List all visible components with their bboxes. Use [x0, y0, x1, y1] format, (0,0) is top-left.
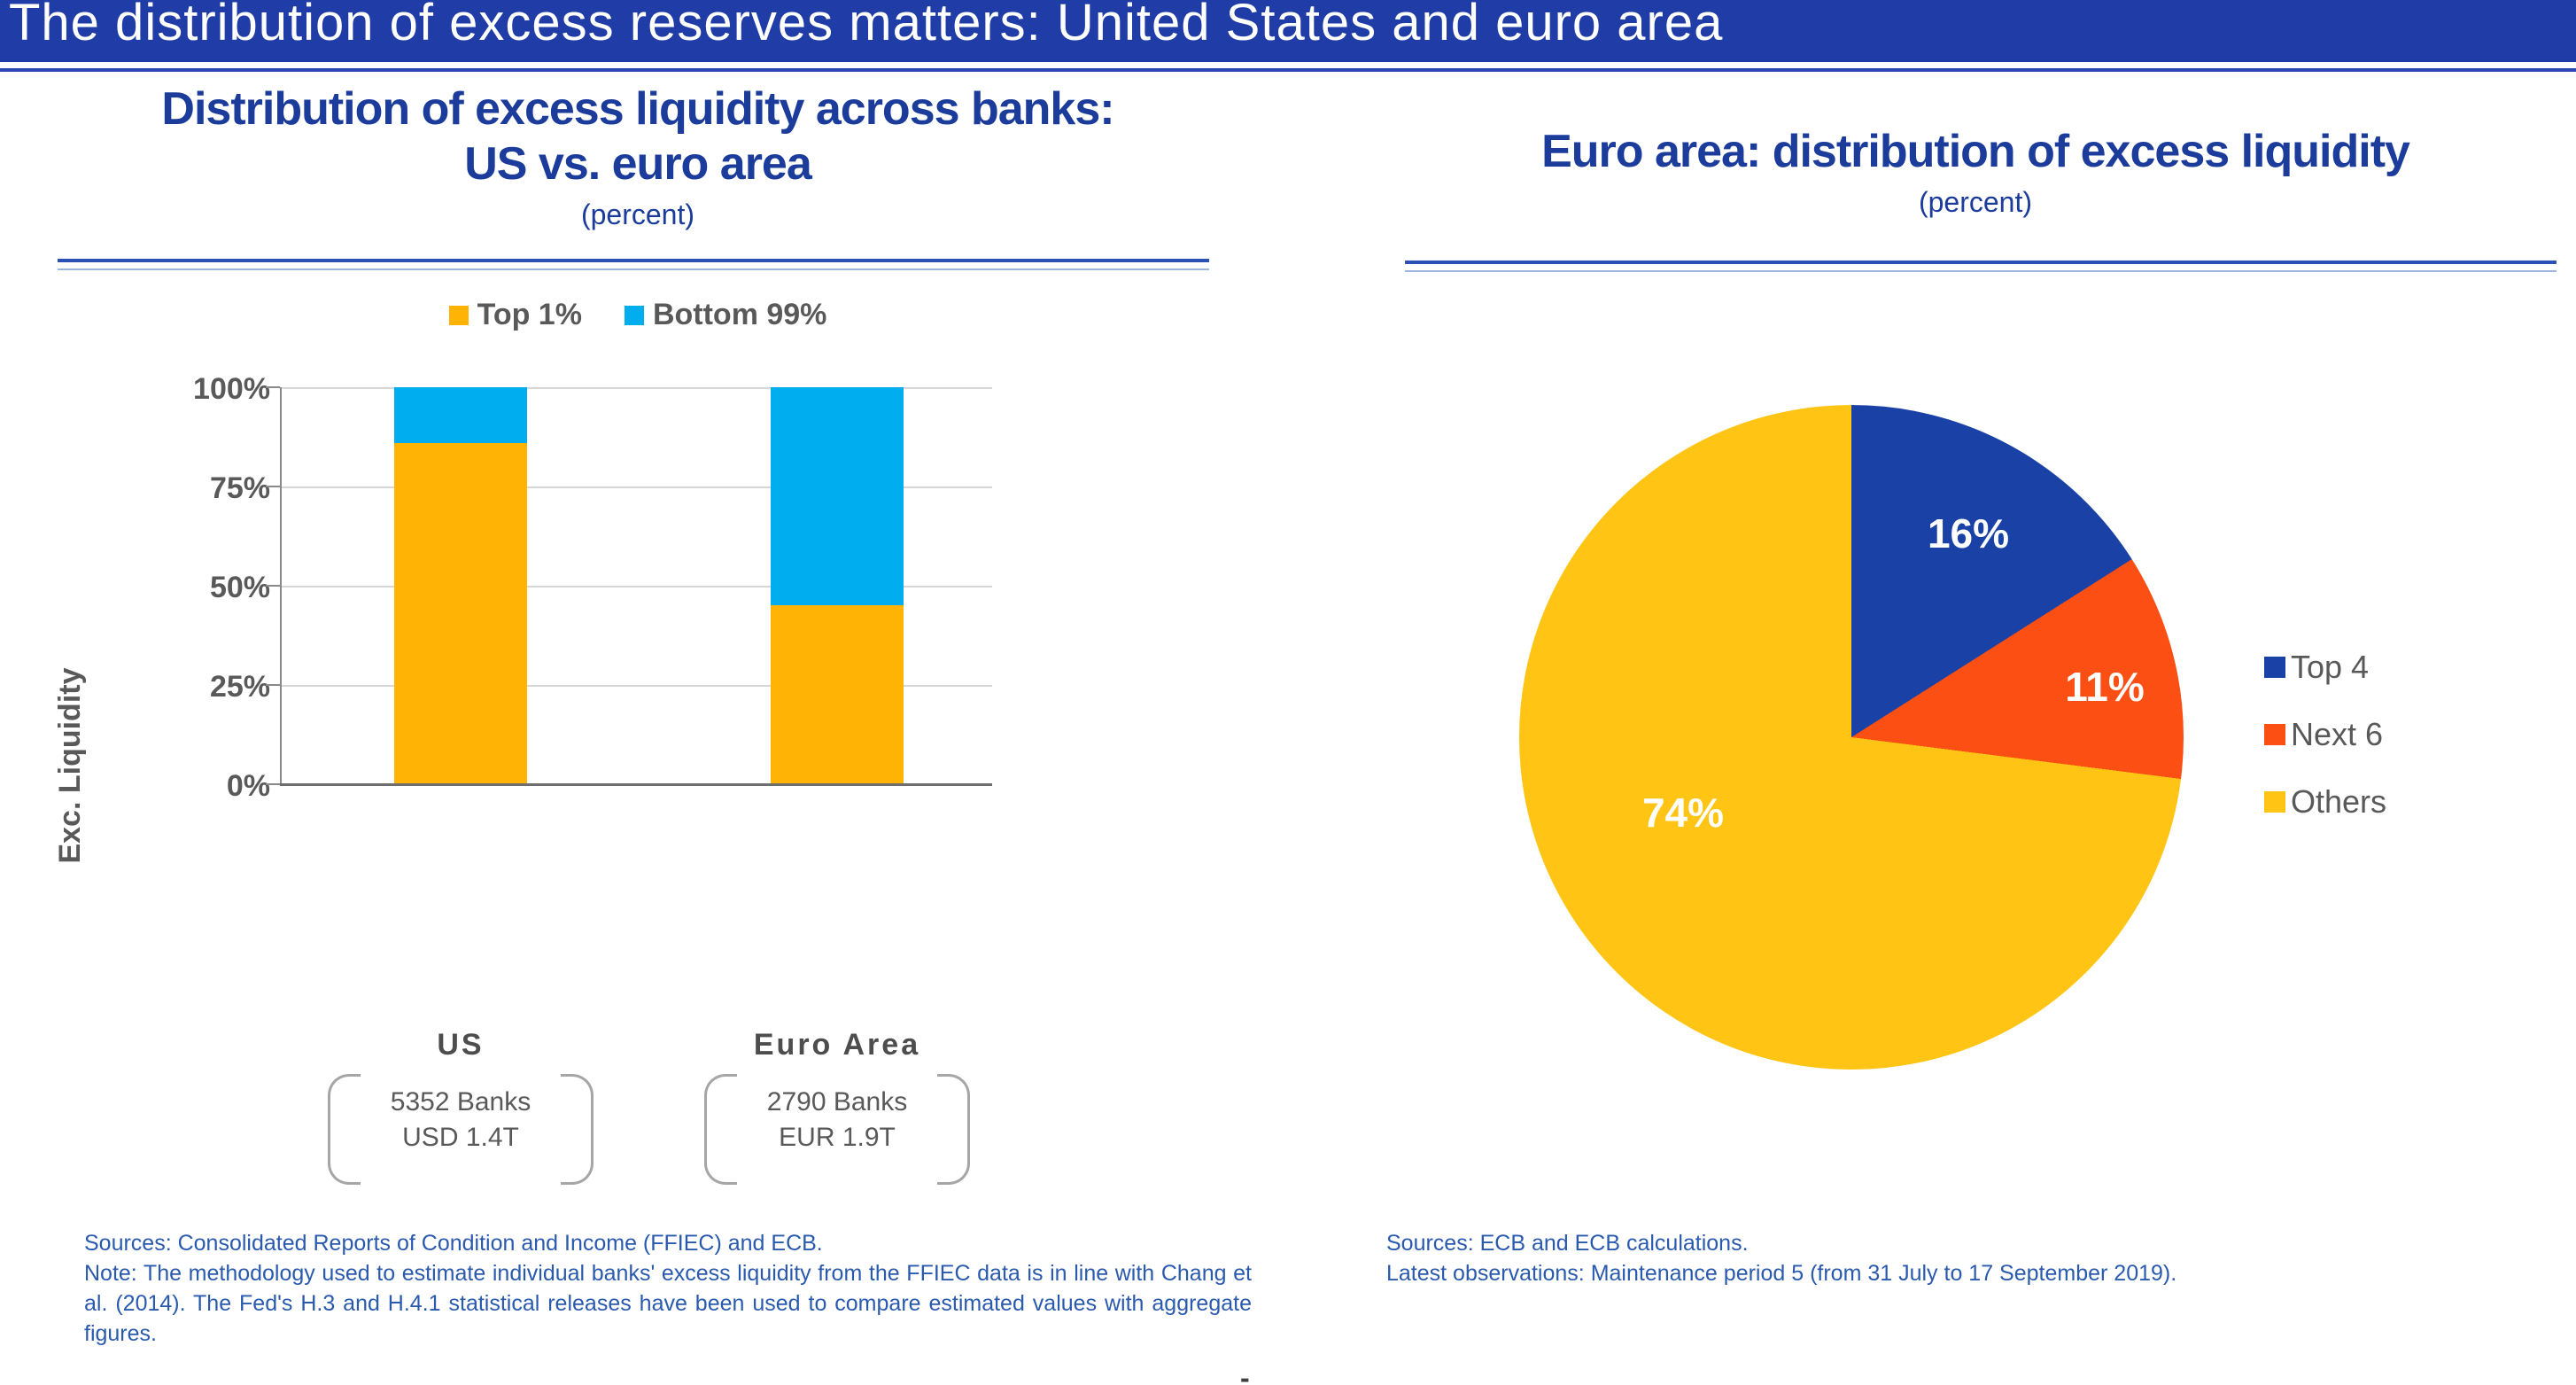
x-label-us: US [437, 1028, 485, 1062]
right-bracket-icon [561, 1074, 594, 1185]
right-chart-title-line: Euro area: distribution of excess liquid… [1541, 126, 2410, 177]
bar-segment-top-1- [771, 605, 904, 784]
gridline-100 [282, 387, 992, 389]
legend-swatch-others [2264, 791, 2285, 813]
legend-swatch-top1 [448, 305, 469, 325]
tick-mark-100 [266, 386, 280, 388]
legend-label-next6: Next 6 [2291, 716, 2384, 752]
bar-euro-area [771, 387, 904, 784]
tick-mark-0 [266, 783, 280, 785]
left-note: Note: The methodology used to estimate i… [84, 1261, 1252, 1346]
annotation-us-line1: 5352 Banks [390, 1087, 531, 1117]
x-axis-line [280, 783, 992, 786]
slide-title: The distribution of excess reserves matt… [9, 0, 1724, 51]
y-tick-50: 50% [209, 571, 270, 604]
bar-chart-legend: Top 1% Bottom 99% [283, 298, 992, 332]
left-bracket-icon [704, 1074, 737, 1185]
legend-label-top4: Top 4 [2291, 649, 2370, 685]
left-chart-title-line2: US vs. euro area [464, 138, 812, 190]
right-latest-observations: Latest observations: Maintenance period … [1386, 1261, 2177, 1286]
tick-mark-50 [266, 585, 280, 587]
tick-mark-75 [266, 486, 280, 487]
legend-item-next6: Next 6 [2264, 716, 2386, 753]
left-chart-title-line1: Distribution of excess liquidity across … [161, 83, 1114, 135]
left-chart-subtitle: (percent) [580, 198, 695, 230]
left-sources: Sources: Consolidated Reports of Conditi… [84, 1228, 1252, 1349]
annotation-euro-area: 2790 Banks EUR 1.9T [704, 1074, 970, 1185]
annotation-us: 5352 Banks USD 1.4T [328, 1074, 594, 1185]
right-title-rule [1405, 261, 2557, 272]
tick-mark-25 [266, 684, 280, 686]
gridline-75 [282, 486, 992, 488]
legend-item-others: Others [2264, 783, 2386, 821]
footer-dash: - [1240, 1362, 1250, 1385]
pie-legend: Top 4 Next 6 Others [2264, 649, 2386, 821]
y-tick-75: 75% [209, 471, 270, 505]
bar-segment-bottom-99- [394, 387, 527, 443]
pie [1519, 405, 2184, 1070]
bar-us [394, 387, 527, 784]
y-tick-25: 25% [209, 670, 270, 704]
header-bar: The distribution of excess reserves matt… [0, 0, 2576, 62]
left-sources-line: Sources: Consolidated Reports of Conditi… [84, 1231, 823, 1256]
legend-item-top1: Top 1% [448, 298, 582, 332]
bar-segment-bottom-99- [771, 387, 904, 606]
legend-swatch-top4 [2264, 657, 2285, 678]
x-label-euro-area: Euro Area [753, 1028, 921, 1062]
bar-plot-area [266, 386, 992, 786]
annotation-euro-area-text: 2790 Banks EUR 1.9T [704, 1085, 970, 1155]
legend-label-others: Others [2291, 783, 2387, 820]
pie-label-others: 74% [1641, 790, 1725, 836]
left-bracket-icon [328, 1074, 361, 1185]
gridline-25 [282, 685, 992, 687]
annotation-euro-line2: EUR 1.9T [779, 1123, 896, 1152]
pie-label-next6: 11% [2065, 664, 2145, 710]
right-chart-subtitle: (percent) [1918, 186, 2033, 218]
header-rule [0, 68, 2576, 72]
legend-swatch-bottom99 [624, 305, 644, 325]
right-sources-line: Sources: ECB and ECB calculations. [1386, 1231, 1749, 1256]
annotation-euro-line1: 2790 Banks [766, 1087, 908, 1117]
pie-label-top4: 16% [1927, 510, 2010, 556]
annotation-us-text: 5352 Banks USD 1.4T [328, 1085, 594, 1155]
left-title-rule [58, 259, 1209, 270]
gridline-50 [282, 586, 992, 587]
left-chart-title: Distribution of excess liquidity across … [53, 82, 1222, 231]
legend-swatch-next6 [2264, 724, 2285, 745]
y-axis-title: Exc. Liquidity [53, 667, 87, 864]
y-axis-line [280, 387, 282, 786]
legend-item-top4: Top 4 [2264, 649, 2386, 686]
bar-segment-top-1- [394, 442, 527, 784]
legend-label-bottom99: Bottom 99% [652, 298, 827, 331]
right-chart-title: Euro area: distribution of excess liquid… [1382, 124, 2569, 219]
legend-label-top1: Top 1% [477, 298, 582, 331]
y-tick-0: 0% [226, 769, 270, 803]
y-tick-100: 100% [193, 372, 270, 406]
legend-item-bottom99: Bottom 99% [624, 298, 827, 332]
right-sources: Sources: ECB and ECB calculations. Lates… [1386, 1228, 2564, 1288]
right-bracket-icon [937, 1074, 970, 1185]
annotation-us-line2: USD 1.4T [402, 1123, 519, 1152]
